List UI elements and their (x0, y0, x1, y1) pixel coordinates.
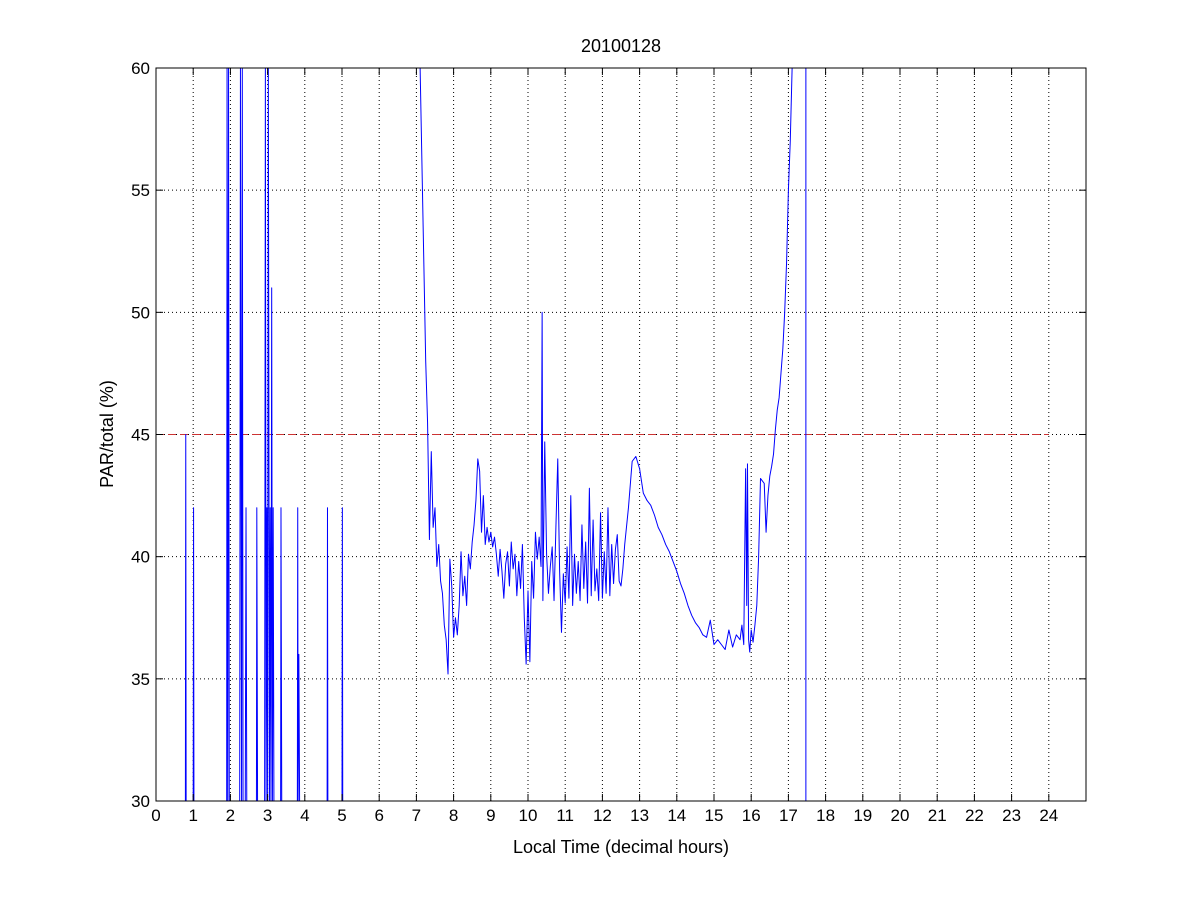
y-axis-title: PAR/total (%) (97, 380, 117, 488)
x-tick-label: 1 (188, 806, 197, 825)
x-tick-label: 11 (556, 806, 574, 825)
x-tick-label: 15 (705, 806, 724, 825)
axis-ticks: 0 1 2 3 4 5 6 7 8 9 10 11 12 13 14 15 16 17 18 19 20 21 22 23 24… (131, 59, 1086, 825)
x-tick-label: 9 (486, 806, 495, 825)
x-tick-label: 13 (630, 806, 649, 825)
x-tick-label: 10 (519, 806, 538, 825)
y-tick-label: 45 (131, 426, 150, 445)
y-tick-label: 35 (131, 670, 150, 689)
y-tick-label: 50 (131, 303, 150, 322)
x-tick-label: 19 (853, 806, 872, 825)
x-tick-label: 0 (151, 806, 160, 825)
x-tick-label: 5 (337, 806, 346, 825)
data-series (156, 68, 1049, 801)
x-tick-label: 22 (965, 806, 984, 825)
x-tick-label: 8 (449, 806, 458, 825)
y-tick-label: 40 (131, 548, 150, 567)
x-tick-label: 23 (1002, 806, 1021, 825)
x-tick-label: 16 (742, 806, 761, 825)
x-tick-label: 12 (593, 806, 612, 825)
x-axis-title: Local Time (decimal hours) (513, 837, 729, 857)
x-tick-label: 17 (779, 806, 798, 825)
y-tick-label: 60 (131, 59, 150, 78)
plot-area (156, 68, 1049, 801)
x-tick-label: 6 (374, 806, 383, 825)
chart-title: 20100128 (581, 36, 661, 56)
series-line-2 (419, 68, 793, 675)
y-tick-label: 30 (131, 792, 150, 811)
x-tick-label: 4 (300, 806, 309, 825)
x-tick-label: 18 (816, 806, 835, 825)
x-tick-label: 14 (667, 806, 686, 825)
x-tick-label: 20 (891, 806, 910, 825)
x-tick-label: 24 (1039, 806, 1058, 825)
x-tick-label: 2 (226, 806, 235, 825)
x-tick-label: 7 (412, 806, 421, 825)
grid-lines (156, 68, 1086, 801)
x-tick-label: 21 (928, 806, 947, 825)
y-tick-label: 55 (131, 181, 150, 200)
x-tick-label: 3 (263, 806, 272, 825)
